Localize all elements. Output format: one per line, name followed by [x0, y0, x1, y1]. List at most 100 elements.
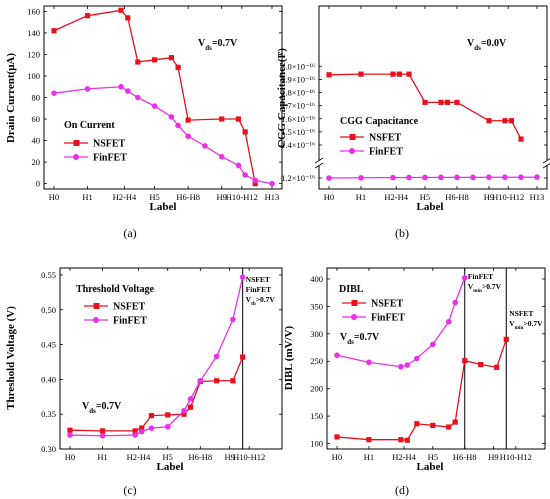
- b-finfet-point: [470, 174, 476, 181]
- a-annotation: Vds=0.7V: [198, 38, 238, 52]
- a-finfet-line: [53, 86, 273, 185]
- b-nsfet-point: [326, 72, 332, 78]
- b-nsfet-point: [454, 99, 460, 105]
- x-tick-label: H6-H8: [445, 192, 469, 202]
- c-panel-label: (c): [123, 483, 136, 497]
- c-finfet-point: [197, 377, 204, 384]
- y-tick-label: 100: [310, 439, 323, 449]
- x-tick-label: H1: [356, 192, 366, 202]
- b-finfet-point: [454, 174, 460, 181]
- c-y-axis-label: Threshold Voltage (V): [5, 306, 17, 410]
- x-tick-label: H5: [420, 192, 430, 202]
- y-tick-label: 350: [310, 301, 323, 311]
- a-x-axis-label: Label: [150, 201, 177, 213]
- x-tick-label: H2-H4: [113, 192, 137, 202]
- b-finfet-point: [422, 174, 428, 181]
- d-nsfet-point: [446, 424, 452, 430]
- a-nsfet-point: [84, 13, 91, 19]
- a-finfet-point: [252, 177, 259, 184]
- d-finfet-point: [445, 318, 452, 325]
- c-legend-nsfet-marker: [93, 303, 100, 309]
- b-nsfet-point: [486, 118, 492, 124]
- a-finfet-point: [135, 94, 141, 101]
- d-nsfet-point: [430, 422, 436, 429]
- d-finfet-point: [430, 341, 436, 348]
- b-y-axis-label: CGG Capacitance(F): [276, 48, 288, 148]
- d-finfet-point: [452, 299, 458, 306]
- d-finfet-point: [398, 363, 404, 370]
- c-nsfet-point: [240, 354, 246, 360]
- c-finfet-point: [67, 432, 73, 438]
- a-legend-finfet-marker: [73, 154, 79, 160]
- c-nsfet-point: [214, 378, 220, 384]
- x-tick-label: H2-H4: [384, 192, 408, 202]
- d-nsfet-point: [478, 361, 484, 368]
- a-nsfet-point: [51, 28, 57, 34]
- a-nsfet-point: [118, 7, 124, 13]
- y-tick-label: 0.35: [41, 409, 56, 419]
- b-finfet-point: [438, 174, 444, 181]
- y-tick-label: 0.45: [41, 340, 56, 350]
- y-tick-label: 140: [27, 28, 40, 38]
- a-nsfet-point: [219, 116, 225, 122]
- axis-break-mark: [314, 157, 324, 164]
- a-legend-nsfet-marker: [73, 140, 80, 146]
- d-nsfet-point: [414, 421, 420, 427]
- a-finfet-point: [202, 143, 208, 149]
- x-tick-label: H9: [488, 452, 498, 462]
- y-tick-label: 160: [27, 6, 40, 16]
- a-y-axis-label: Drain Current(μA): [5, 53, 17, 143]
- a-finfet-point: [118, 83, 124, 90]
- x-tick-label: H6-H8: [453, 452, 477, 462]
- d-nsfet-point: [366, 437, 372, 443]
- y-tick-label: 150: [310, 411, 323, 421]
- d-legend-title: DIBL: [339, 284, 364, 295]
- c-note-condition: Vth>0.7V: [246, 295, 276, 307]
- x-tick-label: H0: [332, 452, 342, 462]
- c-note-nsfet: NSFET: [246, 275, 270, 284]
- c-finfet-line: [69, 276, 244, 437]
- b-legend-title: CGG Capacitance: [340, 116, 419, 127]
- a-legend-nsfet-label: NSFET: [93, 139, 126, 150]
- axis-break-gap: [543, 160, 550, 166]
- x-tick-label: H9: [484, 192, 494, 202]
- d-panel-label: (d): [395, 483, 409, 497]
- b-finfet-point: [502, 174, 508, 181]
- y-tick-label: 300: [310, 329, 323, 339]
- x-tick-label: H1: [364, 452, 374, 462]
- a-finfet-point: [269, 180, 275, 187]
- c-legend-nsfet-label: NSFET: [113, 302, 146, 313]
- y-tick-label: 120: [27, 49, 40, 59]
- b-nsfet-point: [518, 136, 524, 142]
- a-nsfet-point: [152, 57, 158, 63]
- c-x-axis-label: Label: [157, 461, 184, 473]
- y-tick-label: 400: [310, 274, 323, 284]
- d-note-finfet: FinFET: [468, 272, 493, 281]
- x-tick-label: H6-H8: [176, 192, 200, 202]
- a-finfet-point: [124, 88, 131, 94]
- a-finfet-point: [168, 114, 175, 120]
- y-tick-label: 100: [27, 71, 40, 81]
- a-nsfet-point: [252, 181, 258, 187]
- a-nsfet-point: [175, 64, 181, 70]
- c-finfet-point: [132, 432, 138, 438]
- b-nsfet-line: [328, 73, 522, 140]
- y-tick-label: 1.2×10⁻¹⁶: [281, 173, 315, 183]
- a-finfet-point: [151, 103, 158, 109]
- d-finfet-point: [366, 359, 372, 366]
- y-tick-label: 0: [36, 179, 40, 189]
- b-nsfet-point: [390, 71, 396, 77]
- c-nsfet-point: [132, 428, 138, 434]
- y-tick-label: 250: [310, 356, 323, 366]
- c-finfet-point: [181, 407, 187, 414]
- x-tick-label: H0: [49, 192, 59, 202]
- d-note-nsfet: NSFET: [509, 309, 533, 318]
- d-legend-finfet-marker: [351, 314, 357, 320]
- d-x-axis-label: Label: [417, 461, 444, 473]
- b-nsfet-point: [438, 99, 444, 105]
- c-nsfet-point: [67, 427, 73, 433]
- d-nsfet-point: [494, 364, 500, 370]
- b-nsfet-point: [358, 71, 364, 77]
- d-finfet-point: [334, 352, 340, 359]
